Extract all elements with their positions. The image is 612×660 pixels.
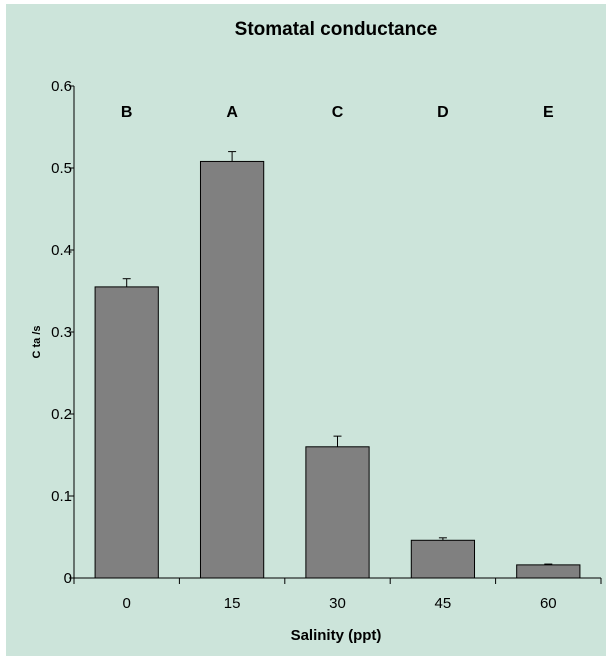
y-tick-label: 0.2 xyxy=(51,406,72,423)
group-letter: B xyxy=(121,104,133,121)
x-tick-label: 60 xyxy=(540,595,557,612)
y-axis-title: C ta /s xyxy=(31,325,43,358)
y-tick-label: 0.6 xyxy=(51,78,72,95)
bar xyxy=(410,539,476,579)
x-tick-label: 45 xyxy=(435,595,452,612)
group-letter: D xyxy=(437,104,449,121)
x-tick-label: 15 xyxy=(224,595,241,612)
x-axis-title: Salinity (ppt) xyxy=(291,627,382,644)
chart-frame: Stomatal conductance C ta /s Salinity (p… xyxy=(6,4,606,656)
bar xyxy=(199,160,265,579)
bar xyxy=(516,564,581,579)
bar xyxy=(94,286,159,579)
group-letter: C xyxy=(332,104,344,121)
y-tick-label: 0.3 xyxy=(51,324,72,341)
bar xyxy=(305,446,370,579)
bar-chart: Stomatal conductance C ta /s Salinity (p… xyxy=(31,19,602,644)
group-letter: E xyxy=(543,104,554,121)
y-tick-label: 0 xyxy=(64,570,72,587)
x-tick-label: 30 xyxy=(329,595,346,612)
y-tick-label: 0.5 xyxy=(51,160,72,177)
group-letter: A xyxy=(226,104,238,121)
x-tick-label: 0 xyxy=(123,595,131,612)
chart-title: Stomatal conductance xyxy=(235,19,438,40)
y-tick-label: 0.1 xyxy=(51,488,72,505)
y-tick-label: 0.4 xyxy=(51,242,72,259)
